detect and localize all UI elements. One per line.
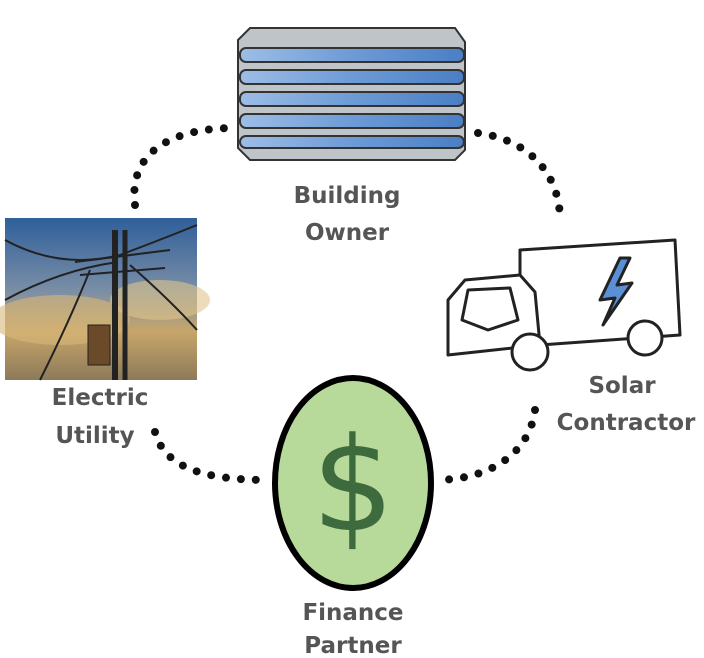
- node-label: Finance: [302, 600, 403, 626]
- node-label: Building: [294, 183, 401, 209]
- node-label: Utility: [55, 423, 134, 449]
- building-icon: [238, 28, 465, 160]
- connector: [155, 432, 268, 480]
- node-label: Partner: [304, 633, 402, 658]
- diagram: $ Building Owner Solar Contractor Financ…: [0, 0, 704, 658]
- utility-photo: [0, 218, 210, 380]
- node-label: Solar: [588, 373, 656, 399]
- node-label: Electric: [52, 385, 149, 411]
- connector: [440, 410, 535, 480]
- truck-icon: [448, 240, 680, 370]
- finance-icon: $: [275, 378, 431, 588]
- connector: [134, 128, 235, 205]
- connector: [478, 133, 560, 220]
- dollar-sign: $: [312, 409, 395, 561]
- node-label: Owner: [305, 220, 390, 246]
- node-label: Contractor: [557, 410, 696, 436]
